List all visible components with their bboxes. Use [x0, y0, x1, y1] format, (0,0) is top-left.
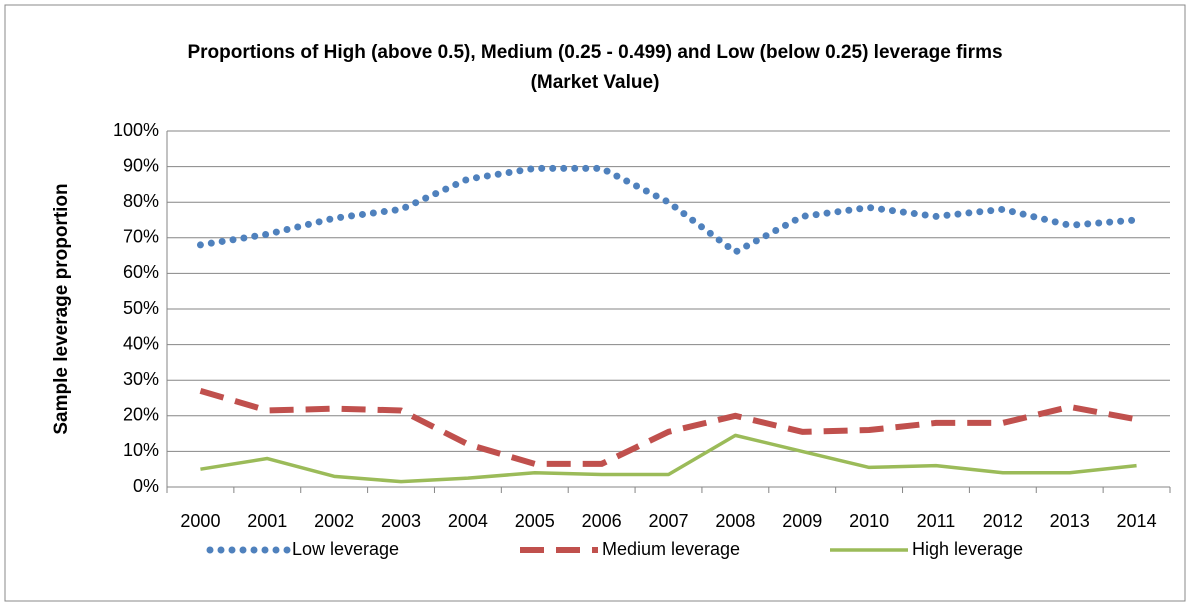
legend-label: High leverage: [912, 539, 1023, 559]
x-tick-label: 2005: [515, 511, 555, 531]
x-tick-label: 2013: [1050, 511, 1090, 531]
x-tick-label: 2008: [715, 511, 755, 531]
x-tick-label: 2009: [782, 511, 822, 531]
x-tick-label: 2011: [917, 511, 956, 531]
y-tick-label: 20%: [123, 405, 159, 425]
x-tick-label: 2002: [314, 511, 354, 531]
chart-border: [4, 4, 1186, 602]
y-tick-label: 0%: [133, 476, 159, 496]
y-tick-label: 80%: [123, 191, 159, 211]
chart-title: Proportions of High (above 0.5), Medium …: [187, 42, 1003, 93]
y-tick-label: 40%: [123, 333, 159, 353]
x-tick-label: 2010: [849, 511, 889, 531]
x-tick-label: 2014: [1117, 511, 1157, 531]
series-line: [196, 164, 1141, 256]
x-tick-label: 2001: [247, 511, 287, 531]
series-line: [200, 433, 1137, 484]
x-tick-label: 2007: [648, 511, 688, 531]
legend-label: Low leverage: [292, 539, 399, 559]
y-tick-label: 100%: [113, 120, 159, 140]
x-tick-label: 2012: [983, 511, 1023, 531]
x-tick-label: 2000: [180, 511, 220, 531]
x-tick-label: 2004: [448, 511, 488, 531]
legend-label: Medium leverage: [602, 539, 740, 559]
y-tick-label: 60%: [123, 262, 159, 282]
series-line: [199, 388, 1138, 467]
y-tick-label: 30%: [123, 369, 159, 389]
y-axis-title: Sample leverage proportion: [51, 183, 72, 434]
y-tick-label: 10%: [123, 440, 159, 460]
x-tick-label: 2006: [582, 511, 622, 531]
y-tick-label: 90%: [123, 155, 159, 175]
x-tick-label: 2003: [381, 511, 421, 531]
y-tick-label: 50%: [123, 298, 159, 318]
y-tick-label: 70%: [123, 227, 159, 247]
